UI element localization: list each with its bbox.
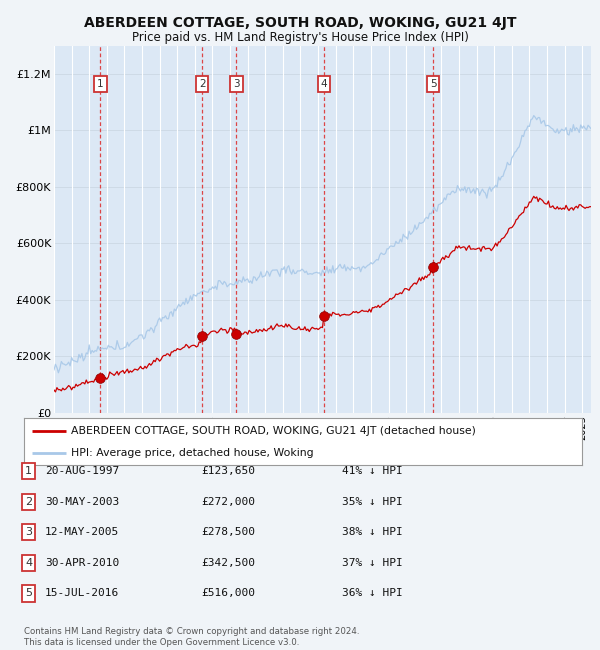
Text: 3: 3	[25, 527, 32, 538]
Text: 2: 2	[25, 497, 32, 507]
Text: 5: 5	[25, 588, 32, 599]
Text: 41% ↓ HPI: 41% ↓ HPI	[342, 466, 403, 476]
Text: ABERDEEN COTTAGE, SOUTH ROAD, WOKING, GU21 4JT (detached house): ABERDEEN COTTAGE, SOUTH ROAD, WOKING, GU…	[71, 426, 476, 436]
Text: £123,650: £123,650	[201, 466, 255, 476]
Text: £272,000: £272,000	[201, 497, 255, 507]
Text: £516,000: £516,000	[201, 588, 255, 599]
Text: 20-AUG-1997: 20-AUG-1997	[45, 466, 119, 476]
Text: 37% ↓ HPI: 37% ↓ HPI	[342, 558, 403, 568]
Text: 2: 2	[199, 79, 205, 89]
Text: Contains HM Land Registry data © Crown copyright and database right 2024.
This d: Contains HM Land Registry data © Crown c…	[24, 627, 359, 647]
Text: £278,500: £278,500	[201, 527, 255, 538]
Text: 30-MAY-2003: 30-MAY-2003	[45, 497, 119, 507]
Text: 36% ↓ HPI: 36% ↓ HPI	[342, 588, 403, 599]
Text: 38% ↓ HPI: 38% ↓ HPI	[342, 527, 403, 538]
Text: £342,500: £342,500	[201, 558, 255, 568]
Text: Price paid vs. HM Land Registry's House Price Index (HPI): Price paid vs. HM Land Registry's House …	[131, 31, 469, 44]
Text: 3: 3	[233, 79, 240, 89]
Text: 4: 4	[320, 79, 327, 89]
Text: 1: 1	[97, 79, 104, 89]
Text: 35% ↓ HPI: 35% ↓ HPI	[342, 497, 403, 507]
Text: 15-JUL-2016: 15-JUL-2016	[45, 588, 119, 599]
Text: 5: 5	[430, 79, 437, 89]
Text: 30-APR-2010: 30-APR-2010	[45, 558, 119, 568]
Text: HPI: Average price, detached house, Woking: HPI: Average price, detached house, Woki…	[71, 448, 314, 458]
Text: 4: 4	[25, 558, 32, 568]
Text: 1: 1	[25, 466, 32, 476]
Text: 12-MAY-2005: 12-MAY-2005	[45, 527, 119, 538]
Text: ABERDEEN COTTAGE, SOUTH ROAD, WOKING, GU21 4JT: ABERDEEN COTTAGE, SOUTH ROAD, WOKING, GU…	[84, 16, 516, 31]
